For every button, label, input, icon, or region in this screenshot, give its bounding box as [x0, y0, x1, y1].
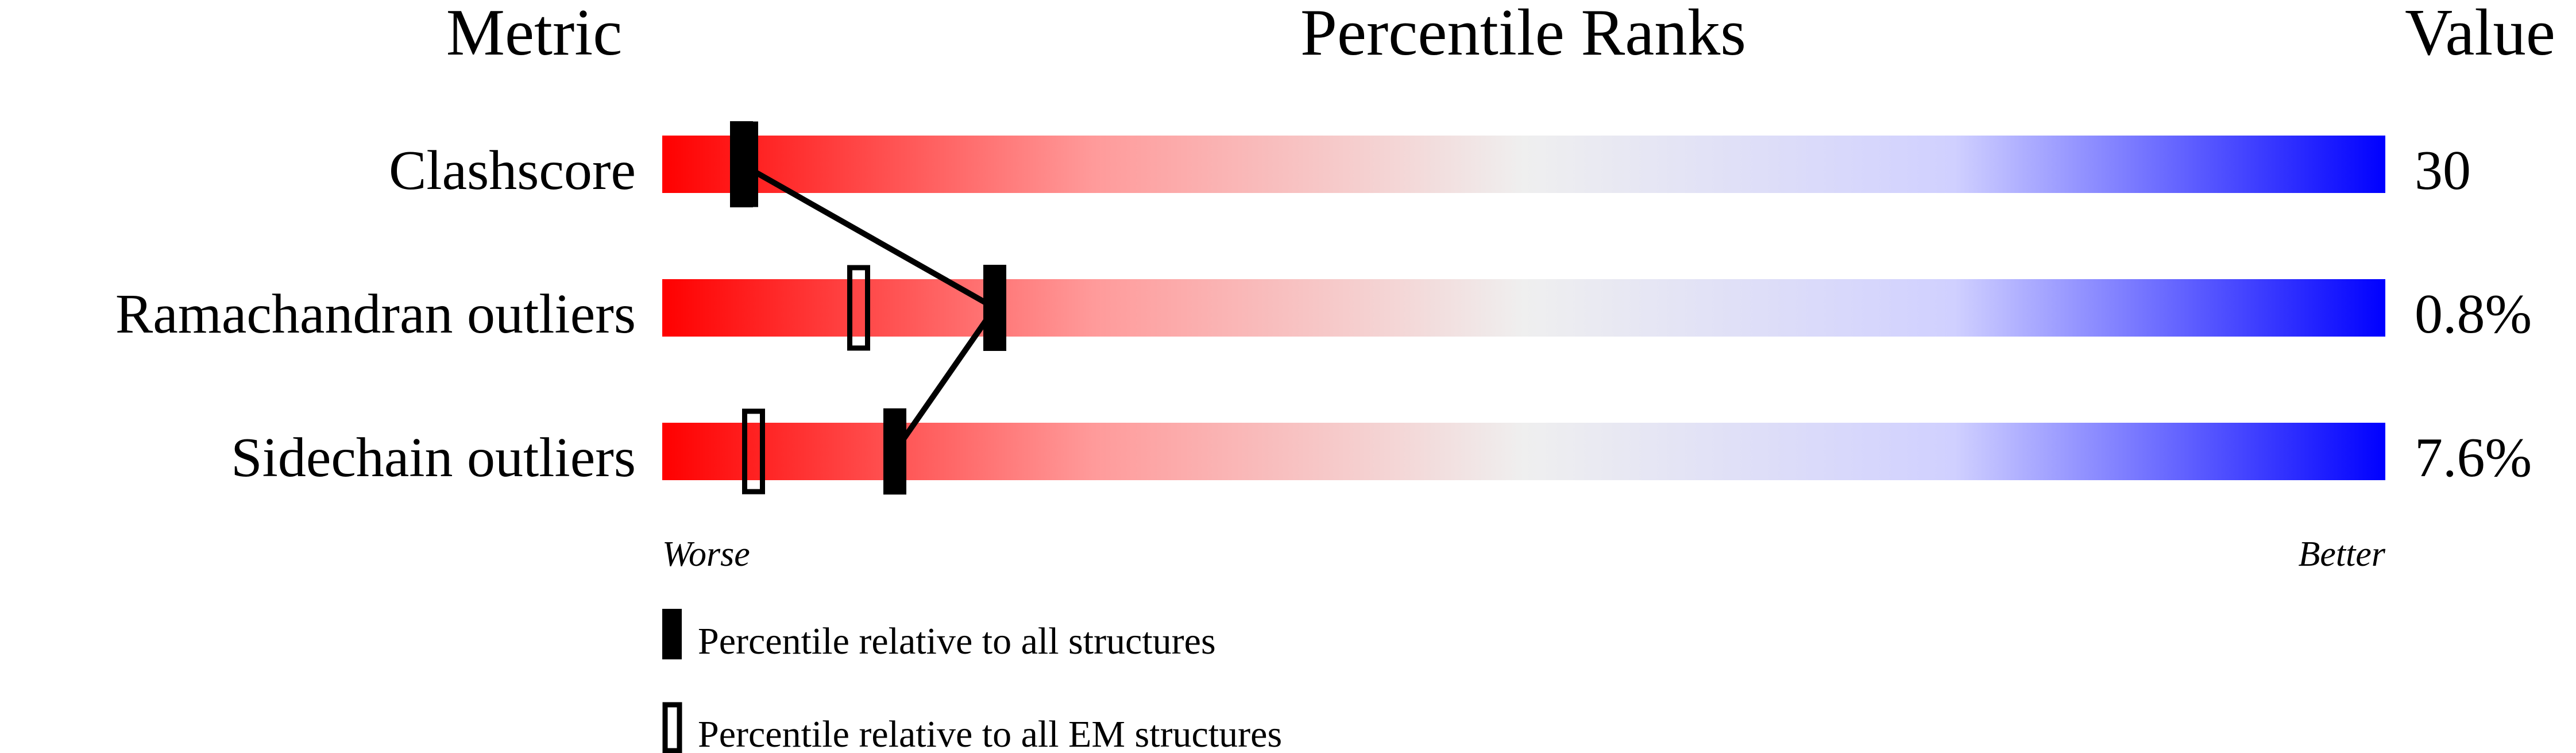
header-metric: Metric: [446, 0, 623, 69]
percentile-bar: [662, 136, 2385, 193]
header-percentile-ranks: Percentile Ranks: [1300, 0, 1746, 69]
percentile-bar: [662, 279, 2385, 337]
metric-label: Clashscore: [389, 140, 636, 202]
metric-label: Ramachandran outliers: [115, 283, 636, 345]
legend-all-structures: Percentile relative to all structures: [698, 620, 1216, 662]
metric-value: 0.8%: [2415, 283, 2532, 345]
em-percentile-marker: [742, 408, 765, 495]
metric-label: Sidechain outliers: [231, 427, 636, 489]
legend-filled-marker-icon: [662, 609, 682, 659]
axis-better-label: Better: [2299, 535, 2386, 574]
legend-em-structures: Percentile relative to all EM structures: [698, 713, 1282, 753]
legend-open-marker-icon: [662, 702, 682, 753]
metric-value: 30: [2415, 140, 2471, 202]
header-value: Value: [2405, 0, 2555, 69]
percentile-bar: [662, 423, 2385, 480]
axis-worse-label: Worse: [662, 535, 750, 574]
connector-line: [740, 161, 999, 453]
metric-value: 7.6%: [2415, 427, 2532, 489]
em-percentile-marker: [847, 265, 870, 351]
